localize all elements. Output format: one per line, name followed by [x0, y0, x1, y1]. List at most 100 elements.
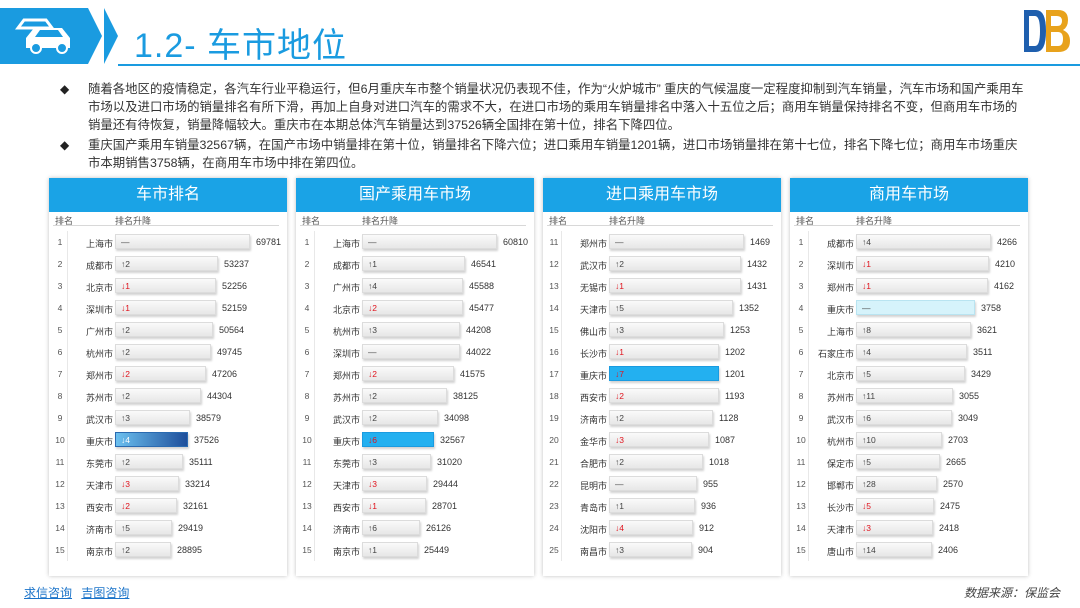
sales-bar — [362, 410, 438, 425]
sales-value: 2665 — [946, 457, 967, 467]
divider — [314, 231, 315, 253]
sales-bar — [115, 542, 171, 557]
table-row: 5 杭州市 ↑3 44208 — [296, 319, 534, 341]
footer-link-qiuxin[interactable]: 求信咨询 — [24, 586, 73, 600]
divider — [53, 225, 279, 226]
city-name: 上海市 — [332, 239, 360, 249]
divider — [67, 407, 68, 429]
rank-number: 6 — [798, 347, 804, 357]
rank-change: — — [615, 479, 624, 489]
city-name: 南昌市 — [579, 547, 607, 557]
city-name: 苏州市 — [85, 393, 113, 403]
rank-change: ↓1 — [121, 281, 130, 291]
table-row: 15 南京市 ↑1 25449 — [296, 539, 534, 561]
rank-change: ↑4 — [862, 347, 871, 357]
rank-change: ↑2 — [368, 391, 377, 401]
divider — [561, 275, 562, 297]
divider — [808, 363, 809, 385]
rank-change: ↓1 — [615, 347, 624, 357]
rank-number: 8 — [57, 391, 63, 401]
table-row: 6 石家庄市 ↑4 3511 — [790, 341, 1028, 363]
rank-change: ↓6 — [368, 435, 377, 445]
sales-bar — [115, 366, 206, 381]
rank-column-label: 排名 — [549, 216, 568, 226]
sales-bar — [362, 454, 431, 469]
divider — [314, 539, 315, 561]
sales-value: 2475 — [940, 501, 961, 511]
rank-change: ↑8 — [862, 325, 871, 335]
sales-value: 41575 — [460, 369, 486, 379]
table-row: 3 郑州市 ↓1 4162 — [790, 275, 1028, 297]
sales-bar — [856, 542, 932, 557]
city-name: 重庆市 — [826, 305, 854, 315]
rank-number: 10 — [55, 435, 65, 445]
arrow-decoration — [104, 8, 118, 64]
arrow-decoration — [88, 8, 102, 64]
diamond-bullet-icon: ◆ — [60, 138, 70, 152]
bullet-item: ◆ 随着各地区的疫情稳定，各汽车行业平稳运行，但6月重庆车市整个销量状况仍表现不… — [60, 80, 1028, 134]
table-row: 5 广州市 ↑2 50564 — [49, 319, 287, 341]
sales-bar — [115, 388, 201, 403]
sales-bar — [609, 278, 741, 293]
divider — [67, 275, 68, 297]
city-name: 东莞市 — [85, 459, 113, 469]
sales-bar — [115, 498, 177, 513]
city-name: 重庆市 — [332, 437, 360, 447]
sales-bar — [856, 278, 988, 293]
sales-bar — [362, 256, 465, 271]
divider — [314, 473, 315, 495]
divider — [67, 517, 68, 539]
sales-bar — [115, 344, 211, 359]
city-name: 杭州市 — [85, 349, 113, 359]
city-name: 成都市 — [85, 261, 113, 271]
sales-value: 1352 — [739, 303, 760, 313]
sales-bar — [856, 432, 942, 447]
ranking-list: 1 上海市 — 60810 2 成都市 ↑1 46541 3 广州市 ↑4 45588 4 北京市 ↓2 45… — [296, 231, 534, 561]
panel-title: 进口乘用车市场 — [543, 178, 781, 212]
city-name: 东莞市 — [332, 459, 360, 469]
table-row: 7 北京市 ↑5 3429 — [790, 363, 1028, 385]
rank-number: 13 — [796, 501, 806, 511]
table-row: 2 成都市 ↑1 46541 — [296, 253, 534, 275]
sales-bar — [856, 498, 934, 513]
rank-number: 12 — [549, 259, 559, 269]
table-row: 24 沈阳市 ↓4 912 — [543, 517, 781, 539]
sales-value: 3055 — [959, 391, 980, 401]
divider — [67, 385, 68, 407]
divider — [808, 253, 809, 275]
sales-value: 31020 — [437, 457, 463, 467]
rank-change: ↓3 — [121, 479, 130, 489]
table-row: 13 长沙市 ↓5 2475 — [790, 495, 1028, 517]
divider — [808, 319, 809, 341]
sales-value: 45477 — [469, 303, 495, 313]
rank-change: ↓2 — [368, 369, 377, 379]
change-column-label: 排名升降 — [856, 216, 893, 226]
table-row: 1 上海市 — 69781 — [49, 231, 287, 253]
divider — [314, 451, 315, 473]
table-row: 14 天津市 ↑5 1352 — [543, 297, 781, 319]
table-row: 12 天津市 ↓3 29444 — [296, 473, 534, 495]
column-header: 排名 排名升降 — [49, 212, 287, 226]
rank-column-label: 排名 — [302, 216, 321, 226]
city-name: 苏州市 — [826, 393, 854, 403]
sales-value: 25449 — [424, 545, 450, 555]
rank-number: 11 — [549, 237, 559, 247]
footer-link-jitu[interactable]: 吉图咨询 — [81, 586, 130, 600]
sales-value: 3511 — [973, 347, 993, 357]
table-row: 13 西安市 ↓2 32161 — [49, 495, 287, 517]
city-name: 上海市 — [85, 239, 113, 249]
sales-value: 2570 — [943, 479, 964, 489]
rank-number: 21 — [549, 457, 559, 467]
divider — [547, 225, 773, 226]
rank-change: ↑2 — [615, 413, 624, 423]
divider — [808, 517, 809, 539]
sales-bar — [362, 388, 447, 403]
table-row: 15 佛山市 ↑3 1253 — [543, 319, 781, 341]
divider — [561, 363, 562, 385]
rank-number: 5 — [798, 325, 804, 335]
rank-number: 14 — [302, 523, 312, 533]
rank-change: ↓1 — [862, 281, 871, 291]
table-row: 10 重庆市 ↓4 37526 — [49, 429, 287, 451]
city-name: 郑州市 — [579, 239, 607, 249]
sales-value: 4266 — [997, 237, 1018, 247]
